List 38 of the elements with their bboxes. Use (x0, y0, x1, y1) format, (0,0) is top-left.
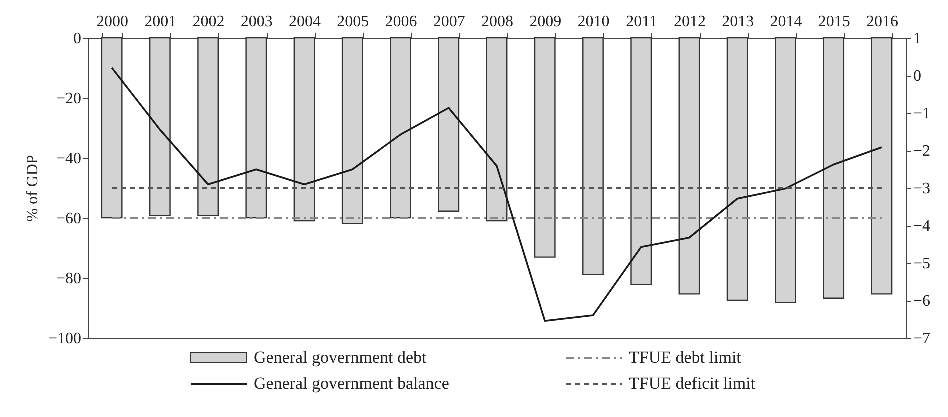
y-axis-title: % of GDP (24, 155, 42, 222)
x-tick-label: 2002 (192, 14, 225, 30)
y2-tick-label: −7 (914, 330, 931, 348)
x-tick-label: 2003 (240, 14, 273, 30)
y-tick-label: −20 (56, 90, 82, 108)
x-tick-label: 2010 (578, 14, 610, 30)
y-tick-label: −40 (56, 150, 82, 168)
y2-tick-label: 1 (914, 30, 922, 48)
x-tick-label: 2014 (770, 14, 802, 30)
x-tick-label: 2001 (144, 14, 177, 30)
y2-tick-label: −2 (914, 143, 931, 160)
legend-label: General government balance (254, 374, 450, 394)
y-tick-label: −100 (48, 330, 82, 348)
legend-label: TFUE deficit limit (629, 374, 756, 394)
y-tick-label: −80 (56, 270, 82, 288)
y-tick-label: −60 (56, 210, 82, 228)
x-tick-label: 2013 (722, 14, 754, 30)
y2-tick-label: −4 (914, 218, 931, 235)
line-series (111, 67, 883, 322)
x-tick-label: 2012 (674, 14, 706, 30)
y2-tick-label: −3 (914, 180, 931, 198)
legend-label: General government debt (254, 348, 427, 368)
x-tick-label: 2000 (96, 14, 129, 30)
x-tick-label: 2011 (626, 14, 658, 30)
x-tick-label: 2006 (385, 14, 418, 30)
x-tick-label: 2015 (818, 14, 850, 30)
y2-tick-label: −6 (914, 293, 931, 310)
x-tick-label: 2007 (433, 14, 466, 30)
x-tick-label: 2005 (337, 14, 370, 30)
legend-label: TFUE debt limit (629, 348, 742, 368)
y2-tick-label: −5 (914, 256, 931, 272)
y2-tick-label: −1 (914, 106, 931, 122)
x-tick-label: 2016 (866, 14, 898, 30)
x-tick-label: 2004 (289, 14, 322, 30)
x-tick-label: 2008 (482, 14, 514, 30)
y2-tick-label: 0 (914, 68, 922, 85)
y-tick-label: 0 (74, 30, 82, 48)
x-tick-label: 2009 (530, 14, 562, 30)
